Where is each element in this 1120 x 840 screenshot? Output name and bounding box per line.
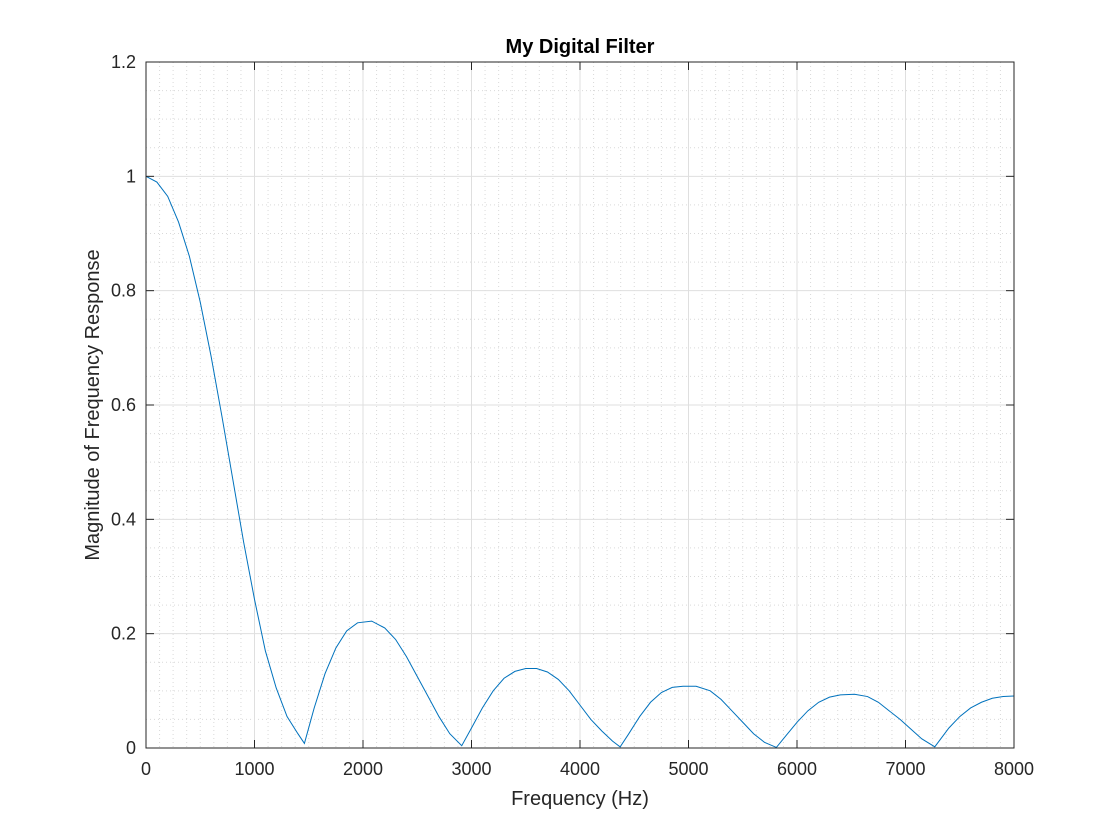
- y-tick-label: 0.6: [111, 395, 136, 415]
- y-tick-label: 0.8: [111, 281, 136, 301]
- y-tick-label: 0: [126, 738, 136, 758]
- y-tick-label: 0.2: [111, 624, 136, 644]
- chart-title: My Digital Filter: [506, 36, 655, 58]
- y-tick-label: 1.2: [111, 52, 136, 72]
- x-tick-label: 3000: [451, 759, 491, 779]
- x-tick-label: 6000: [777, 759, 817, 779]
- x-tick-label: 4000: [560, 759, 600, 779]
- x-tick-label: 8000: [994, 759, 1034, 779]
- minor-grid: [146, 62, 1014, 748]
- axis-ticks: [145, 61, 1015, 749]
- y-tick-label: 0.4: [111, 509, 136, 529]
- x-tick-label: 5000: [668, 759, 708, 779]
- y-tick-label: 1: [126, 166, 136, 186]
- x-tick-label: 0: [141, 759, 151, 779]
- y-tick-labels: 0 0.2 0.4 0.6 0.8 1 1.2: [111, 52, 136, 758]
- x-axis-label: Frequency (Hz): [511, 788, 649, 810]
- x-tick-label: 1000: [234, 759, 274, 779]
- x-tick-label: 2000: [343, 759, 383, 779]
- frequency-response-line: [145, 175, 1015, 749]
- x-tick-labels: 0 1000 2000 3000 4000 5000 6000 7000 8000: [141, 759, 1034, 779]
- y-axis-label: Magnitude of Frequency Response: [82, 249, 104, 560]
- x-tick-label: 7000: [885, 759, 925, 779]
